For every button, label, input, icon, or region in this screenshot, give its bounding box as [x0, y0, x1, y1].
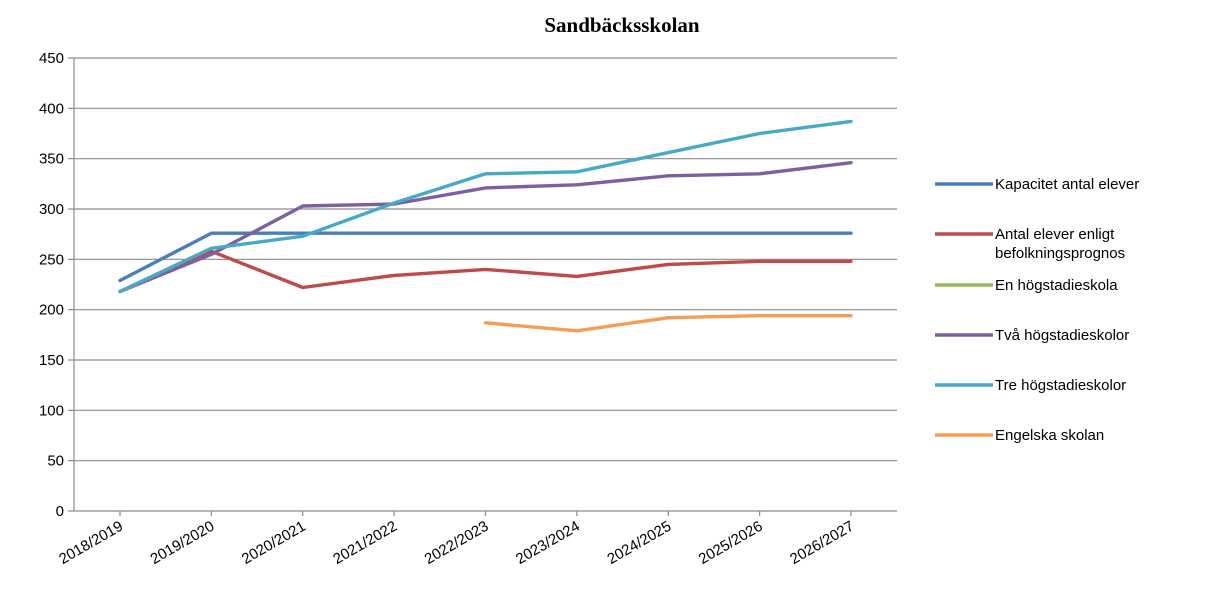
y-tick-label: 450	[39, 50, 64, 67]
legend-label-5: Tre högstadieskolor	[995, 377, 1126, 394]
x-tick-label: 2025/2026	[696, 518, 766, 568]
y-tick-label: 0	[56, 503, 64, 520]
y-tick-label: 300	[39, 201, 64, 218]
legend-label-1: Kapacitet antal elever	[995, 176, 1139, 193]
x-tick-label: 2024/2025	[604, 518, 674, 568]
series-lines	[118, 119, 853, 333]
y-tick-label: 400	[39, 100, 64, 117]
x-tick-label: 2026/2027	[787, 518, 857, 568]
legend-label-2: Antal elever enligt befolkningsprognos	[995, 226, 1125, 262]
x-tick-label: 2020/2021	[239, 518, 309, 568]
legend: Kapacitet antal elever Antal elever enlig…	[935, 176, 1139, 444]
legend-label-6: Engelska skolan	[995, 427, 1104, 444]
x-tick-label: 2018/2019	[56, 518, 126, 568]
gridlines	[74, 57, 897, 462]
axes: 0 50 100 150 200 250 300 350 400 450 2018/2019 2019…	[39, 50, 897, 568]
series-line-1	[118, 231, 853, 283]
x-tick-label: 2023/2024	[513, 518, 583, 568]
legend-label-4: Två högstadieskolor	[995, 327, 1129, 344]
legend-label-3: En högstadieskola	[995, 277, 1118, 294]
y-tick-label: 50	[47, 453, 64, 470]
y-tick-label: 350	[39, 151, 64, 168]
x-tick-label: 2022/2023	[422, 518, 492, 568]
series-line-2	[118, 249, 853, 294]
y-tick-label: 250	[39, 251, 64, 268]
y-tick-label: 150	[39, 352, 64, 369]
series-line-4	[118, 160, 853, 294]
series-line-6	[483, 314, 853, 333]
series-line-5	[118, 119, 853, 294]
x-tick-label: 2021/2022	[330, 518, 400, 568]
chart-title: Sandbäcksskolan	[544, 13, 700, 37]
y-tick-label: 100	[39, 402, 64, 419]
x-tick-label: 2019/2020	[147, 518, 217, 568]
y-tick-label: 200	[39, 302, 64, 319]
